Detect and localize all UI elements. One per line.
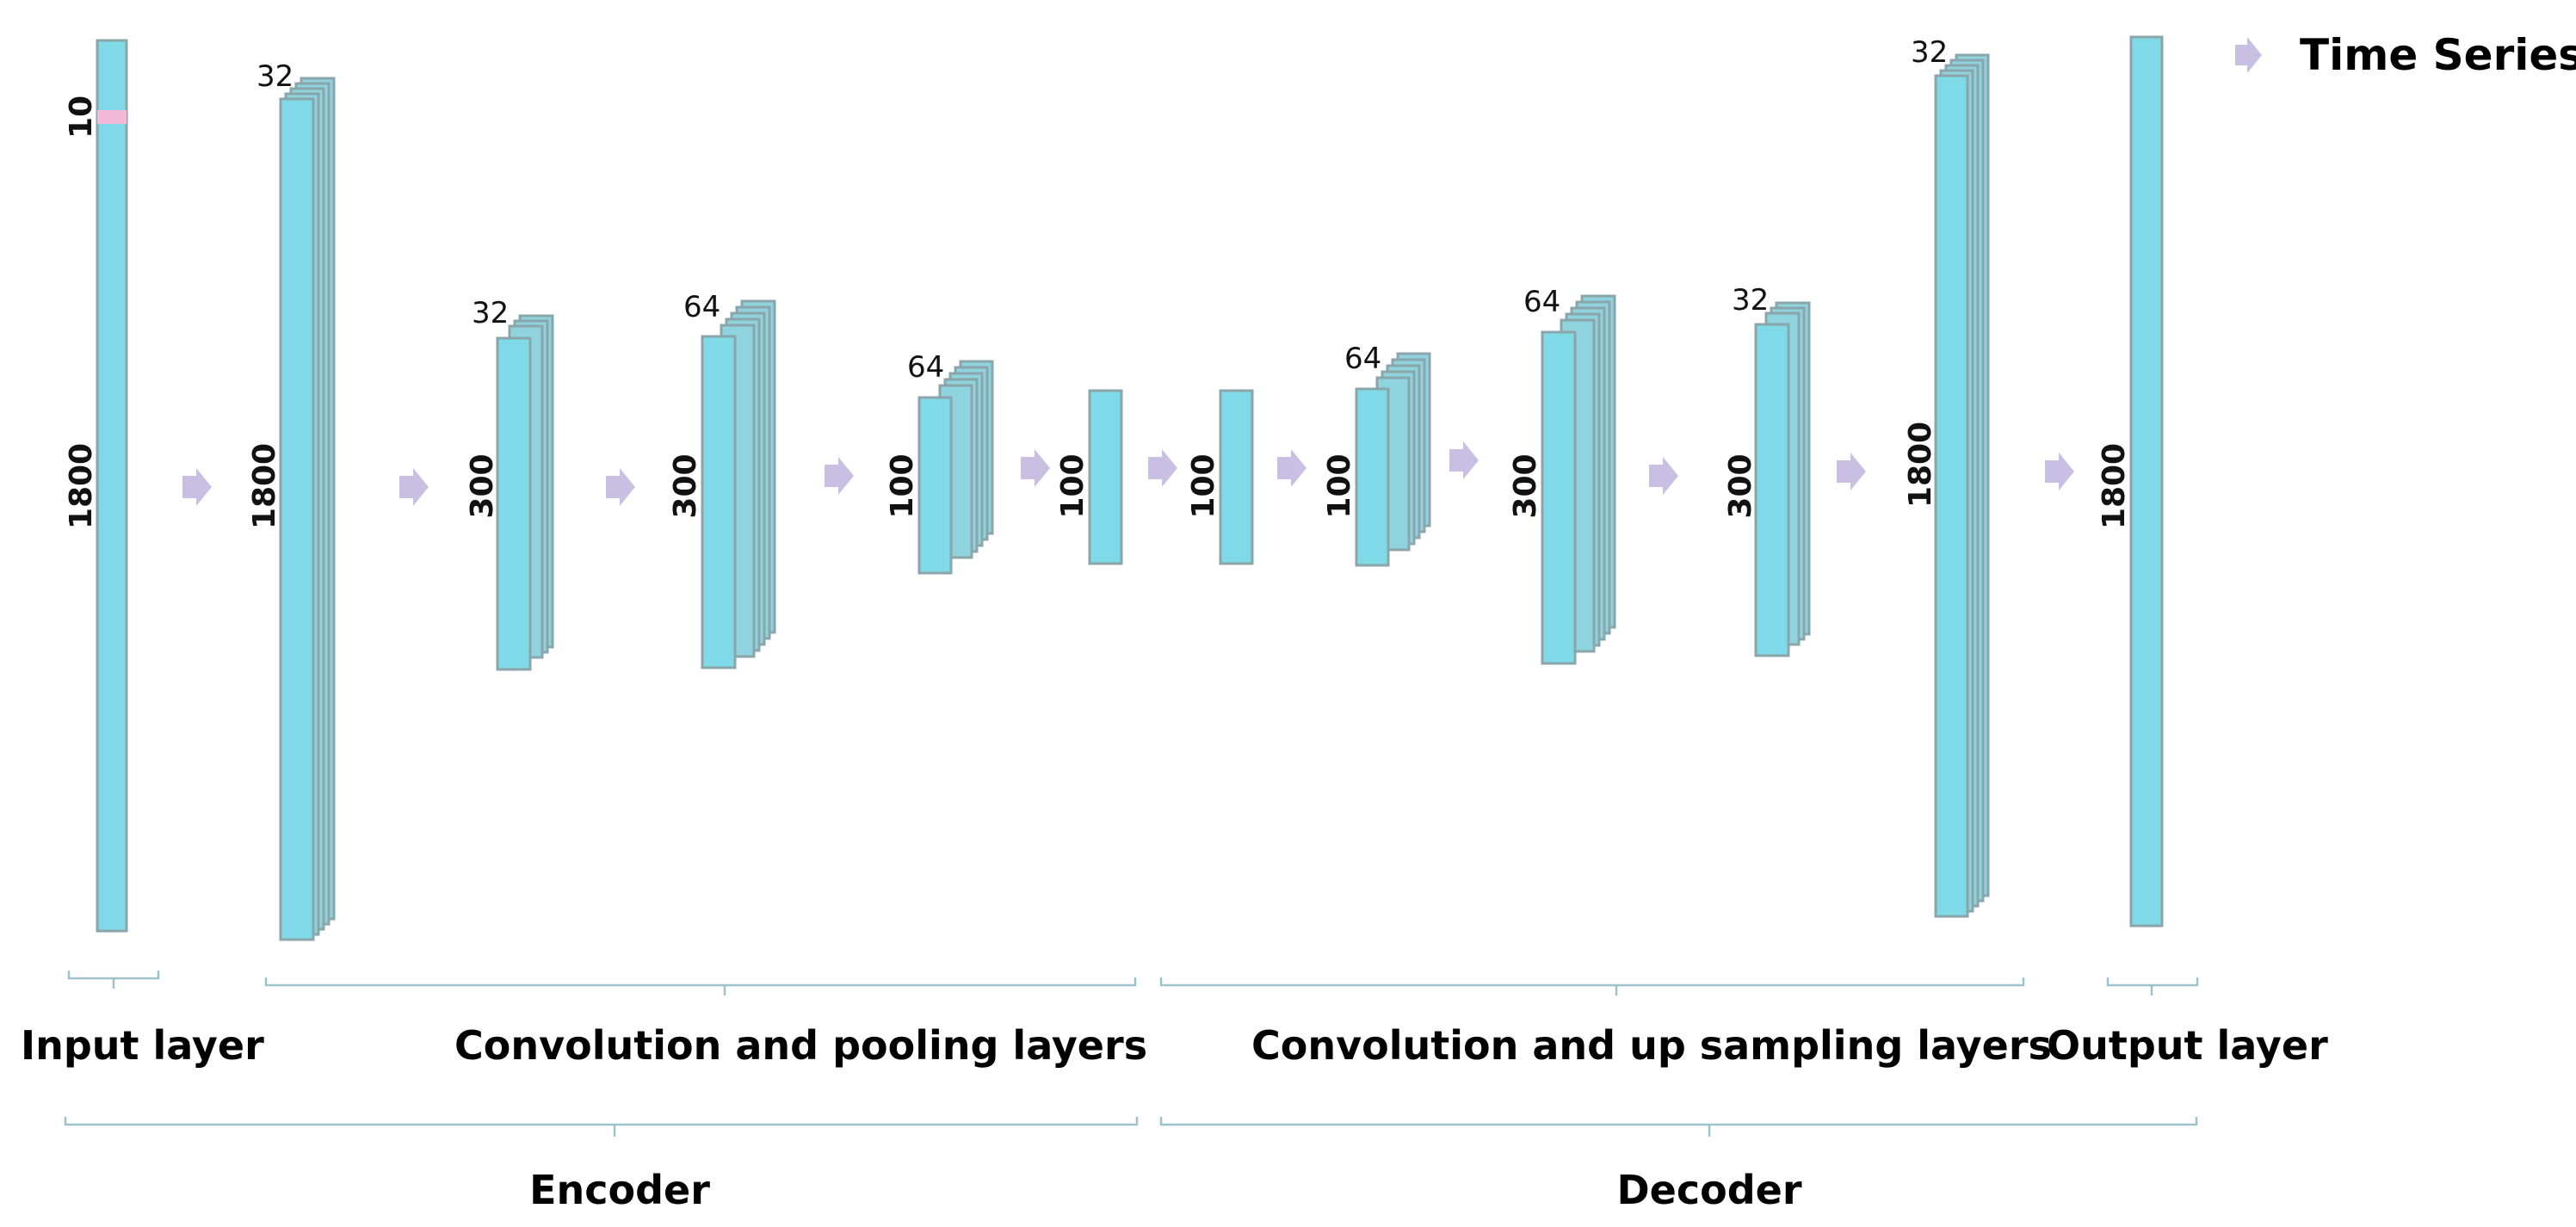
- decoder-label: Decoder: [1616, 1167, 1801, 1213]
- encoder-block-1: 32 1800: [247, 59, 336, 941]
- encoder-4-filters: 64: [907, 350, 944, 385]
- arrow-right-icon: [1649, 457, 1678, 495]
- decoder-4-filters: 32: [1732, 283, 1769, 318]
- conv-pool-label: Convolution and pooling layers: [454, 1022, 1147, 1069]
- decoder-1-length: 100: [1186, 453, 1221, 518]
- arrow-right-icon: [1277, 449, 1307, 487]
- encoder-block-5: 100: [1055, 389, 1123, 565]
- conv-pool-brace: [264, 977, 1137, 996]
- decoder-block-4: 32 300: [1723, 283, 1811, 657]
- encoder-1-filters: 32: [256, 59, 293, 94]
- encoder-5-length: 100: [1055, 453, 1090, 518]
- decoder-5-filters: 32: [1911, 35, 1948, 70]
- encoder-brace: [64, 1117, 1139, 1137]
- encoder-block-2: 32 300: [465, 296, 554, 671]
- output-block: [2129, 35, 2164, 928]
- decoder-3-filters: 64: [1523, 285, 1560, 319]
- output-layer-label: Output layer: [2047, 1022, 2328, 1069]
- encoder-label: Encoder: [529, 1167, 710, 1213]
- decoder-block-2: 64 100: [1322, 342, 1431, 567]
- legend: Time Series: [2235, 30, 2576, 80]
- encoder-1-length: 1800: [247, 443, 282, 529]
- input-brace: [67, 971, 160, 989]
- decoder-block-3: 64 300: [1508, 285, 1616, 665]
- arrow-right-icon: [606, 468, 635, 506]
- input-width-label: 10: [64, 96, 99, 139]
- encoder-block-4: 64 100: [885, 350, 994, 575]
- input-highlight: [97, 110, 127, 124]
- encoder-4-length: 100: [885, 453, 920, 518]
- encoder-block-3: 64 300: [668, 290, 776, 669]
- arrow-right-icon: [1837, 453, 1866, 490]
- decoder-3-length: 300: [1508, 453, 1543, 518]
- decoder-5-length: 1800: [1903, 422, 1938, 508]
- encoder-3-filters: 64: [683, 290, 720, 324]
- decoder-4-length: 300: [1723, 453, 1758, 518]
- legend-arrow-icon: [2235, 37, 2262, 73]
- output-layer: 1800: [2097, 35, 2164, 928]
- arrow-right-icon: [399, 468, 429, 506]
- decoder-block-1: 100: [1186, 389, 1254, 565]
- input-length-label: 1800: [64, 443, 99, 529]
- input-block: [96, 39, 128, 933]
- output-brace: [2106, 977, 2199, 996]
- arrow-right-icon: [2045, 453, 2074, 490]
- flow-arrows: [182, 441, 2074, 506]
- encoder-2-length: 300: [465, 453, 500, 518]
- input-layer-label: Input layer: [21, 1022, 264, 1069]
- conv-up-brace: [1159, 977, 2025, 996]
- arrow-right-icon: [182, 468, 212, 506]
- conv-up-label: Convolution and up sampling layers: [1251, 1022, 2052, 1069]
- legend-label: Time Series: [2300, 30, 2576, 80]
- arrow-right-icon: [1148, 449, 1177, 487]
- encoder-2-filters: 32: [472, 296, 509, 330]
- encoder-3-length: 300: [668, 453, 703, 518]
- output-length-label: 1800: [2097, 443, 2132, 529]
- section-braces: [64, 971, 2199, 1137]
- arrow-right-icon: [825, 457, 854, 495]
- decoder-brace: [1159, 1117, 2198, 1137]
- decoder-2-length: 100: [1322, 453, 1357, 518]
- arrow-right-icon: [1021, 449, 1050, 487]
- arrow-right-icon: [1449, 441, 1479, 479]
- decoder-block-5: 32 1800: [1903, 35, 1990, 918]
- decoder-2-filters: 64: [1344, 342, 1381, 376]
- input-layer: 10 1800: [64, 39, 128, 933]
